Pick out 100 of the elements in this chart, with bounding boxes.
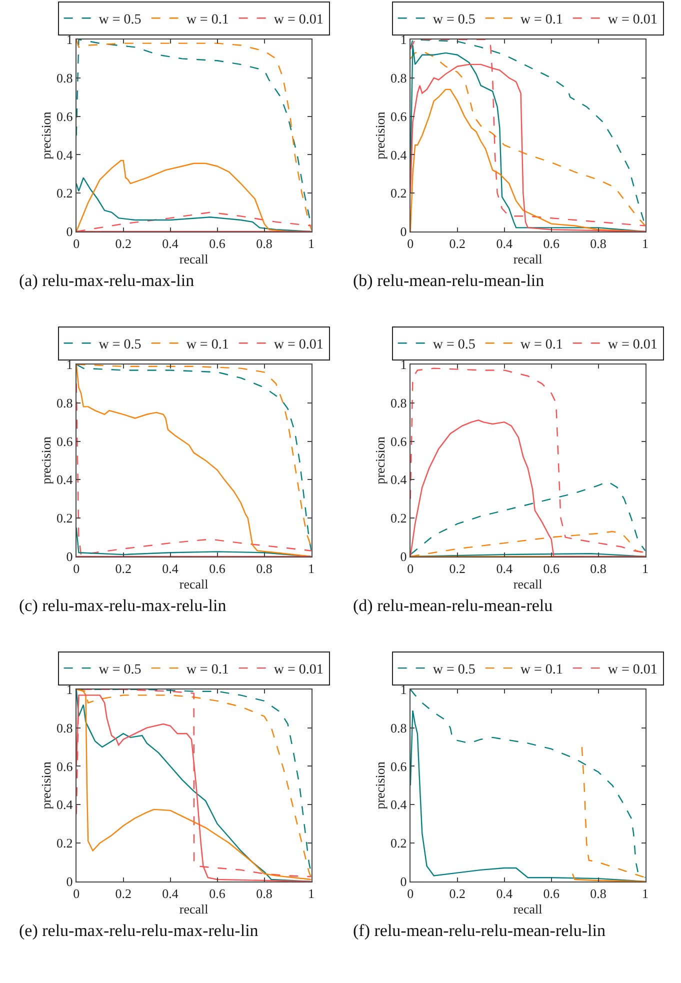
x-tick-label: 0.6 [543,561,560,576]
y-tick-label: 0 [66,874,73,889]
line-series [410,420,646,556]
x-tick-label: 0.2 [449,561,466,576]
legend-label: w = 0.01 [608,662,658,678]
y-tick-label: 0.4 [56,147,74,162]
x-tick-label: 0.6 [209,886,226,902]
x-tick-label: 0.6 [209,236,226,252]
x-tick-label: 0.4 [496,236,513,252]
x-tick-label: 0.2 [115,561,132,576]
y-tick-label: 0.8 [390,395,407,410]
x-axis-title: recall [179,576,209,592]
x-tick-label: 1 [308,886,315,902]
y-tick-label: 0 [400,224,407,240]
x-tick-label: 0.8 [590,886,606,902]
text: (f) relu-mean-relu-relu-mean-relu-lin [353,921,606,940]
y-tick-label: 1 [66,357,73,372]
x-tick-label: 0.2 [115,886,132,902]
x-axis-title: recall [513,576,543,592]
y-tick-label: 1 [400,357,407,372]
legend-label: w = 0.01 [274,662,324,678]
legend-label: w = 0.5 [98,338,142,353]
text: (c) relu-max-relu-max-relu-lin [19,596,227,615]
line-series [76,177,312,232]
y-tick-label: 0.8 [56,720,73,736]
legend-label: w = 0.1 [520,662,563,678]
y-tick-label: 0.4 [56,797,74,812]
y-tick-label: 0.2 [390,836,407,851]
y-tick-label: 1 [400,32,407,48]
x-tick-label: 0.4 [496,886,513,902]
x-tick-label: 0.4 [496,561,513,576]
line-series [581,746,646,878]
y-tick-label: 0.4 [390,797,408,812]
x-tick-label: 1 [642,236,649,252]
legend-label: w = 0.01 [608,12,658,28]
y-tick-label: 0.6 [56,758,74,774]
y-axis-title: precision [372,111,388,160]
y-tick-label: 0.4 [56,472,74,488]
y-tick-label: 1 [66,32,73,48]
text: (a) relu-max-relu-max-lin [19,271,195,290]
y-tick-label: 1 [66,682,73,697]
x-tick-label: 0.4 [162,236,179,252]
legend-label: w = 0.5 [98,662,142,678]
y-tick-label: 0 [400,549,407,564]
y-tick-label: 0.6 [56,108,74,124]
y-tick-label: 0.8 [390,70,407,86]
x-tick-label: 0.4 [162,886,179,902]
legend-label: w = 0.5 [98,12,142,28]
x-tick-label: 0.2 [449,236,466,252]
y-tick-label: 0.2 [390,510,407,526]
y-tick-label: 0.6 [390,758,408,774]
x-tick-label: 0.2 [115,236,132,252]
x-tick-label: 0.8 [590,561,606,576]
y-tick-label: 0.6 [56,434,74,449]
legend-label: w = 0.01 [608,338,658,353]
y-tick-label: 0.8 [56,395,73,410]
y-tick-label: 0.2 [390,186,407,201]
legend-label: w = 0.5 [432,662,476,678]
x-tick-label: 0.8 [256,236,272,252]
y-axis-title: precision [38,111,54,160]
legend-label: w = 0.1 [186,662,229,678]
text: (e) relu-max-relu-relu-max-relu-lin [19,921,259,940]
y-tick-label: 0.2 [56,836,73,851]
legend-label: w = 0.1 [520,12,563,28]
y-tick-label: 0.8 [56,70,73,86]
y-tick-label: 0.2 [56,510,73,526]
y-axis-title: precision [38,761,54,810]
x-tick-label: 1 [642,886,649,902]
y-axis-title: precision [38,436,54,484]
y-tick-label: 0.6 [390,108,408,124]
x-tick-label: 0.6 [209,561,226,576]
line-series [572,873,646,882]
legend-label: w = 0.5 [432,338,476,353]
y-axis-title: precision [372,761,388,810]
y-tick-label: 0.2 [56,186,73,201]
x-tick-label: 0.8 [590,236,606,252]
x-tick-label: 0.8 [256,886,272,902]
x-axis-title: recall [513,902,543,917]
x-tick-label: 0.6 [543,886,560,902]
x-axis-title: recall [513,252,543,267]
y-tick-label: 0.8 [390,720,407,736]
legend-label: w = 0.1 [186,338,229,353]
legend-label: w = 0.5 [432,12,476,28]
y-tick-label: 0.4 [390,147,408,162]
y-axis-title: precision [372,436,388,484]
legend-label: w = 0.01 [274,12,324,28]
x-tick-label: 1 [642,561,649,576]
legend-label: w = 0.1 [520,338,563,353]
x-tick-label: 0.8 [256,561,272,576]
y-tick-label: 0 [400,874,407,889]
line-series [410,368,646,554]
y-tick-label: 0.6 [390,434,408,449]
legend-label: w = 0.01 [274,338,324,353]
x-axis-title: recall [179,902,209,917]
text: (b) relu-mean-relu-mean-lin [353,271,545,290]
legend-label: w = 0.1 [186,12,229,28]
y-tick-label: 0 [66,224,73,240]
y-tick-label: 0.4 [390,472,408,488]
x-tick-label: 0.6 [543,236,560,252]
x-tick-label: 1 [308,561,315,576]
